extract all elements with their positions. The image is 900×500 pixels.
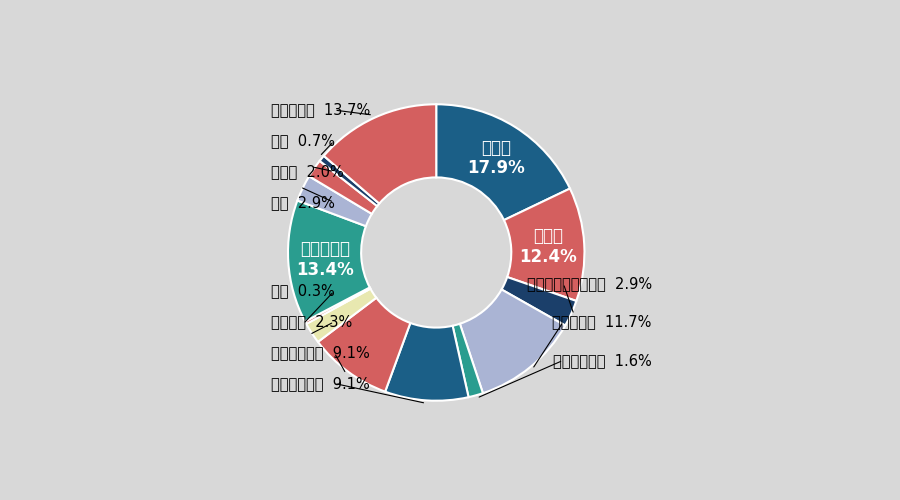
Text: 公務員  2.0%: 公務員 2.0% xyxy=(271,164,344,179)
Wedge shape xyxy=(305,288,371,324)
Text: 製造業
12.4%: 製造業 12.4% xyxy=(518,227,577,266)
Wedge shape xyxy=(460,290,565,393)
Wedge shape xyxy=(320,156,379,206)
Wedge shape xyxy=(504,188,584,301)
Wedge shape xyxy=(385,323,469,400)
Text: 大学院進学  13.7%: 大学院進学 13.7% xyxy=(271,102,370,118)
Text: 医療  0.3%: 医療 0.3% xyxy=(271,284,335,298)
Text: 不動産業  2.3%: 不動産業 2.3% xyxy=(271,314,352,330)
Text: 運輸・郵便業  1.6%: 運輸・郵便業 1.6% xyxy=(554,353,652,368)
Wedge shape xyxy=(324,104,436,204)
Text: 教員  0.7%: 教員 0.7% xyxy=(271,134,335,148)
Wedge shape xyxy=(288,200,370,322)
Text: 情報通信業  11.7%: 情報通信業 11.7% xyxy=(553,314,652,330)
Wedge shape xyxy=(453,324,483,397)
Text: サービス業
13.4%: サービス業 13.4% xyxy=(296,240,354,279)
Text: 金融・保険業  9.1%: 金融・保険業 9.1% xyxy=(271,345,369,360)
Wedge shape xyxy=(306,288,376,342)
Text: 建設業
17.9%: 建設業 17.9% xyxy=(467,138,525,177)
Wedge shape xyxy=(318,298,410,392)
Text: 自営  2.9%: 自営 2.9% xyxy=(271,195,335,210)
Wedge shape xyxy=(501,277,576,326)
Wedge shape xyxy=(436,104,570,220)
Wedge shape xyxy=(297,176,372,226)
Text: 電気・ガス・水道業  2.9%: 電気・ガス・水道業 2.9% xyxy=(526,276,652,291)
Text: 卸売・小売業  9.1%: 卸売・小売業 9.1% xyxy=(271,376,369,391)
Wedge shape xyxy=(309,161,377,214)
